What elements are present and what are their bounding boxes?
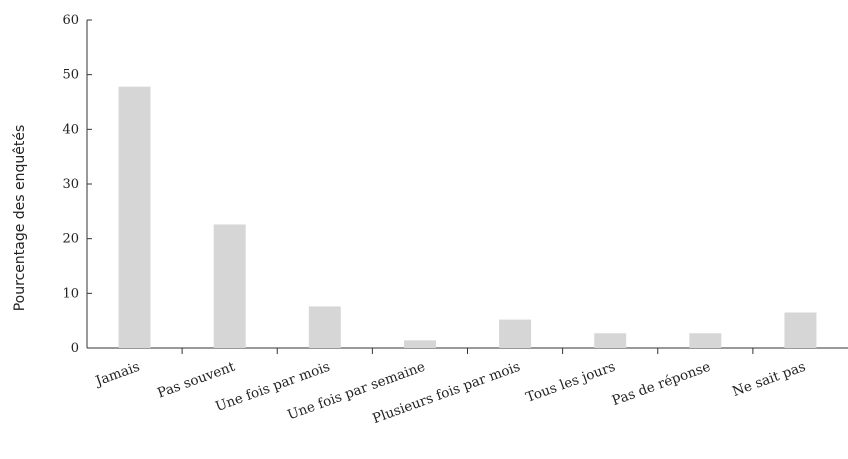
bar	[213, 224, 246, 348]
x-category-label: Pas de réponse	[610, 359, 713, 409]
y-axis-title: Pourcentage des enquêtés	[12, 125, 28, 312]
y-axis: 0 10 20 30 40 50 60	[62, 13, 92, 356]
bar	[689, 333, 722, 348]
bar	[118, 86, 151, 349]
y-tick-label: 30	[62, 177, 79, 192]
x-category-label: Tous les jours	[524, 359, 618, 406]
bar	[594, 333, 627, 348]
y-tick-label: 0	[71, 341, 79, 356]
y-tick-label: 20	[62, 232, 79, 247]
x-category-label: Ne sait pas	[730, 359, 808, 400]
x-axis	[87, 347, 848, 354]
y-tick-label: 50	[62, 68, 79, 83]
bar	[499, 319, 532, 348]
bars	[118, 86, 817, 349]
y-tick-label: 10	[62, 286, 79, 301]
bar	[784, 312, 817, 348]
x-category-label: Jamais	[92, 359, 142, 390]
y-tick-label: 40	[62, 122, 79, 137]
y-tick-label: 60	[62, 13, 79, 28]
bar	[308, 306, 341, 348]
bar	[403, 340, 436, 348]
